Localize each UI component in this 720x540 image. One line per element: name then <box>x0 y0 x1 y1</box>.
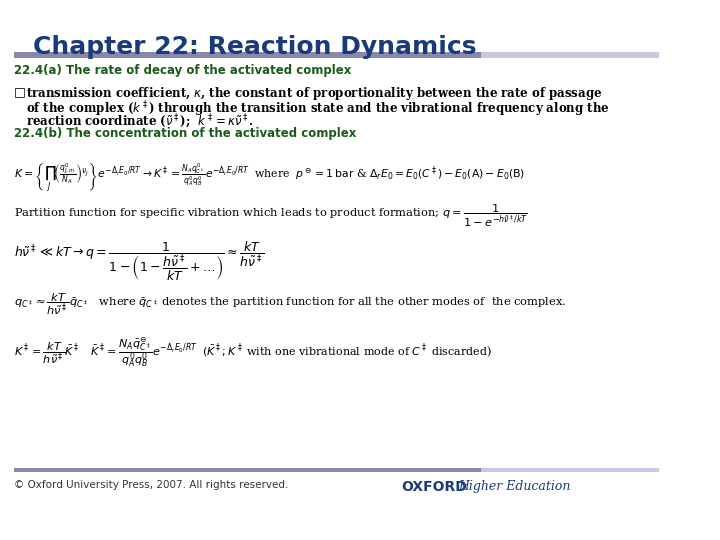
FancyBboxPatch shape <box>14 468 481 472</box>
Text: 22.4(a) The rate of decay of the activated complex: 22.4(a) The rate of decay of the activat… <box>14 64 351 77</box>
Text: transmission coefficient, $\kappa$, the constant of proportionality between the : transmission coefficient, $\kappa$, the … <box>26 85 603 102</box>
FancyBboxPatch shape <box>481 468 659 472</box>
Text: reaction coordinate ($\tilde{\nu}^\ddagger$);  $k^\ddagger = \kappa\tilde{\nu}^\: reaction coordinate ($\tilde{\nu}^\ddagg… <box>26 113 254 131</box>
FancyBboxPatch shape <box>14 52 481 58</box>
Text: Partition function for specific vibration which leads to product formation; $q =: Partition function for specific vibratio… <box>14 202 528 228</box>
Text: of the complex ($k^\ddagger$) through the transition state and the vibrational f: of the complex ($k^\ddagger$) through th… <box>26 99 610 119</box>
Text: © Oxford University Press, 2007. All rights reserved.: © Oxford University Press, 2007. All rig… <box>14 480 289 490</box>
FancyBboxPatch shape <box>481 52 659 58</box>
Text: $K^\ddagger = \dfrac{kT}{h\tilde{\nu}^\ddagger}\bar{K}^\ddagger$   $\bar{K}^\dda: $K^\ddagger = \dfrac{kT}{h\tilde{\nu}^\d… <box>14 335 492 369</box>
Text: Chapter 22: Reaction Dynamics: Chapter 22: Reaction Dynamics <box>32 35 476 59</box>
Text: Higher Education: Higher Education <box>458 480 570 493</box>
Text: $h\tilde{\nu}^\ddagger \ll kT \rightarrow q = \dfrac{1}{1-\left(1-\dfrac{h\tilde: $h\tilde{\nu}^\ddagger \ll kT \rightarro… <box>14 240 265 283</box>
Text: OXFORD: OXFORD <box>402 480 467 494</box>
Text: $K = \left\{\prod_J \left(\frac{q^0_{J,m}}{N_A}\right)^{\nu_J}\right\} e^{-\Delt: $K = \left\{\prod_J \left(\frac{q^0_{J,m… <box>14 162 525 195</box>
Text: $q_{C^\ddagger} \approx \dfrac{kT}{h\tilde{\nu}^\ddagger}\bar{q}_{C^\ddagger}$  : $q_{C^\ddagger} \approx \dfrac{kT}{h\til… <box>14 292 566 318</box>
Text: □: □ <box>14 85 26 98</box>
Text: 22.4(b) The concentration of the activated complex: 22.4(b) The concentration of the activat… <box>14 127 356 140</box>
